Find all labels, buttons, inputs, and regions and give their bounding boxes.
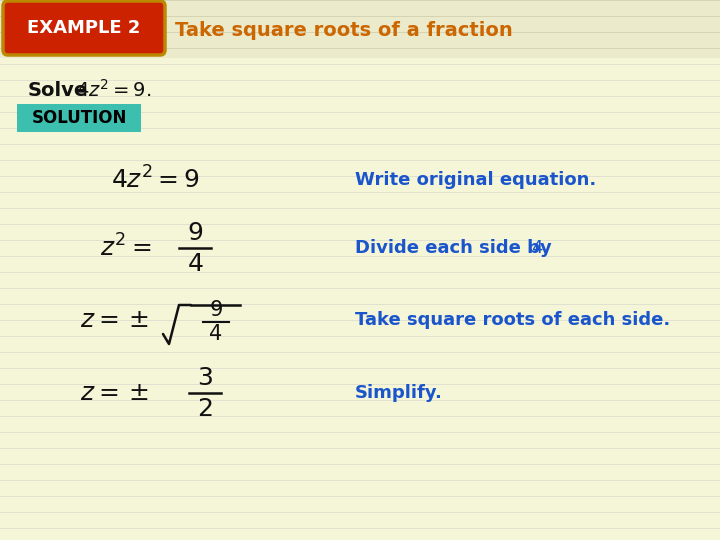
- FancyBboxPatch shape: [0, 0, 720, 58]
- Text: $9$: $9$: [187, 221, 203, 245]
- FancyBboxPatch shape: [3, 1, 165, 55]
- Text: Divide each side by: Divide each side by: [355, 239, 558, 257]
- Text: $z = \pm$: $z = \pm$: [80, 381, 149, 405]
- Text: $9$: $9$: [209, 300, 222, 320]
- Text: $4$: $4$: [186, 252, 203, 276]
- Text: Take square roots of each side.: Take square roots of each side.: [355, 311, 670, 329]
- Text: $2$: $2$: [197, 397, 212, 421]
- Text: EXAMPLE 2: EXAMPLE 2: [27, 19, 140, 37]
- Text: $z = \pm$: $z = \pm$: [80, 308, 149, 332]
- Text: 4.: 4.: [531, 239, 548, 257]
- Text: $4$: $4$: [208, 324, 222, 344]
- Text: $4z^2 = 9.$: $4z^2 = 9.$: [76, 79, 151, 101]
- Text: Solve: Solve: [28, 80, 89, 99]
- Text: $4z^2 = 9$: $4z^2 = 9$: [111, 166, 199, 194]
- Text: Simplify.: Simplify.: [355, 384, 443, 402]
- Text: $z^2 =$: $z^2 =$: [100, 234, 151, 261]
- Text: $3$: $3$: [197, 366, 213, 390]
- Text: Take square roots of a fraction: Take square roots of a fraction: [175, 21, 513, 39]
- Text: Write original equation.: Write original equation.: [355, 171, 596, 189]
- Text: SOLUTION: SOLUTION: [31, 109, 127, 127]
- FancyBboxPatch shape: [17, 104, 141, 132]
